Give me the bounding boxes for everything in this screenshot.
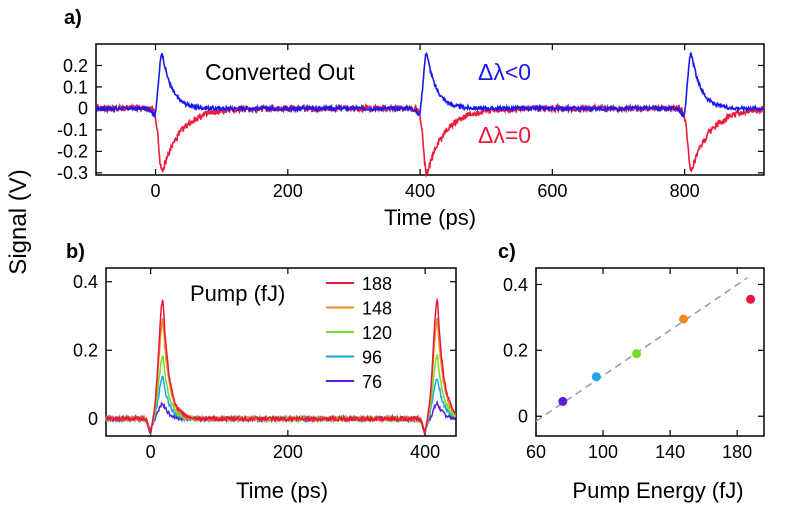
shared-ylabel: Signal (V) [5,169,32,274]
panel-a-ytick-label: -0.2 [57,142,88,162]
panel-a-ytick-label: 0.2 [63,56,88,76]
panel-c-ytick-label: 0.2 [503,341,528,361]
panel-a-annotation-neg: Δλ<0 [478,59,531,85]
panel-a-xtick-label: 0 [151,181,161,201]
panel-a-plot-frame [95,43,765,176]
panel-c-point [746,294,756,304]
panel-c-ytick-label: 0 [518,407,528,427]
panel-b-ytick-label: 0.4 [73,272,98,292]
panel-c-xtick-label: 140 [655,442,685,462]
panel-b-plot-frame [105,267,457,437]
panel-c-point [558,396,568,406]
panel-a-ticks: 0 200 400 600 800-0.3-0.2-0.100.10.2 [57,44,764,201]
panel-a-ytick-label: 0.1 [63,77,88,97]
panel-b-xtick-label: 0 [146,442,156,462]
panel-c: c) 60 100 140 180 0 0.2 0.4 Pump Energy (fJ) [498,241,765,503]
panel-c-xtick-label: 180 [722,442,752,462]
panel-c-point [591,372,601,382]
panel-b-legend-label: 188 [362,274,392,294]
panel-a-xtick-label: 800 [670,181,700,201]
panel-b-label: b) [66,241,85,263]
panel-c-xlabel: Pump Energy (fJ) [572,478,743,503]
panel-c-points [558,294,756,406]
panel-c-label: c) [498,241,516,263]
panel-a-lines [95,51,765,179]
panel-a-xlabel: Time (ps) [384,205,476,230]
panel-b: b) 0 200 400 0 0.2 0.4 Pump (fJ) 188 148 120 96 7… [66,241,457,503]
panel-a-xtick-label: 600 [537,181,567,201]
panel-c-ytick-label: 0.4 [503,275,528,295]
panel-a: a) 0 200 400 600 800-0.3-0.2-0.100.10.2 Conv… [57,7,765,230]
panel-c-point [632,349,642,359]
panel-a-xtick-label: 400 [405,181,435,201]
panel-a-ytick-label: -0.1 [57,120,88,140]
panel-b-legend-label: 148 [362,299,392,319]
panel-b-series-line [105,317,457,433]
panel-b-ytick-label: 0.2 [73,341,98,361]
panel-c-ticks: 60 100 140 180 0 0.2 0.4 [503,268,764,462]
panel-b-ticks: 0 200 400 0 0.2 0.4 [73,268,456,462]
panel-b-lines [105,297,457,436]
panel-a-series-line [95,51,765,119]
panel-c-fit [535,277,748,422]
panel-c-fit-line [535,277,748,422]
panel-b-xtick-label: 400 [410,442,440,462]
panel-b-ytick-label: 0 [88,409,98,429]
panel-c-xtick-label: 100 [588,442,618,462]
panel-b-legend-title: Pump (fJ) [190,281,285,306]
panel-c-xtick-label: 60 [526,442,546,462]
panel-b-legend-label: 96 [362,348,382,368]
panel-b-xlabel: Time (ps) [236,478,328,503]
panel-a-xtick-label: 200 [273,181,303,201]
panel-a-annotation-converted: Converted Out [205,59,355,85]
panel-c-plot-frame [535,267,765,437]
panel-b-legend-label: 76 [362,372,382,392]
panel-a-series-line [95,102,765,179]
panel-b-legend: 188 148 120 96 76 [326,274,392,392]
panel-a-ytick-label: -0.3 [57,163,88,183]
panel-b-xtick-label: 200 [273,442,303,462]
panel-b-legend-label: 120 [362,323,392,343]
panel-b-series-line [105,297,456,435]
panel-c-point [679,314,689,324]
panel-a-label: a) [64,7,82,29]
panel-a-ytick-label: 0 [78,99,88,119]
panel-a-annotation-zero: Δλ=0 [478,122,531,148]
